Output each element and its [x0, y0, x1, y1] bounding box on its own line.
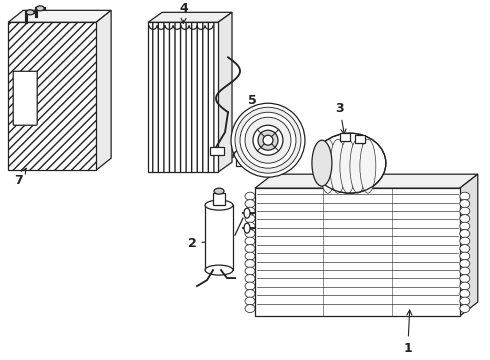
Ellipse shape — [460, 260, 470, 267]
Text: 1: 1 — [403, 310, 412, 355]
Ellipse shape — [245, 237, 255, 245]
Ellipse shape — [460, 275, 470, 283]
Ellipse shape — [460, 267, 470, 275]
Ellipse shape — [245, 222, 255, 230]
Ellipse shape — [360, 139, 376, 193]
Bar — [148, 22, 218, 172]
Ellipse shape — [460, 305, 470, 312]
Ellipse shape — [245, 289, 255, 298]
Ellipse shape — [460, 289, 470, 298]
Bar — [340, 133, 350, 141]
Ellipse shape — [205, 265, 233, 275]
Ellipse shape — [245, 260, 255, 267]
Bar — [8, 22, 96, 170]
Ellipse shape — [240, 112, 296, 168]
Ellipse shape — [350, 139, 366, 193]
Ellipse shape — [245, 207, 255, 215]
Bar — [355, 135, 365, 143]
Polygon shape — [255, 174, 478, 188]
Ellipse shape — [235, 107, 301, 173]
Polygon shape — [8, 10, 111, 22]
Text: 5: 5 — [247, 94, 263, 131]
Ellipse shape — [460, 207, 470, 215]
Ellipse shape — [214, 188, 224, 194]
Bar — [205, 205, 233, 270]
Ellipse shape — [320, 139, 336, 193]
Polygon shape — [460, 174, 478, 316]
Ellipse shape — [460, 222, 470, 230]
Ellipse shape — [36, 6, 44, 11]
Ellipse shape — [245, 244, 255, 253]
Polygon shape — [148, 12, 232, 22]
Ellipse shape — [245, 252, 255, 260]
Ellipse shape — [244, 208, 250, 218]
Ellipse shape — [245, 267, 255, 275]
Ellipse shape — [231, 103, 305, 177]
Ellipse shape — [26, 10, 34, 15]
Text: 7: 7 — [14, 168, 26, 187]
Bar — [213, 193, 225, 205]
Ellipse shape — [258, 130, 278, 150]
FancyBboxPatch shape — [13, 71, 37, 125]
Ellipse shape — [460, 192, 470, 200]
Text: 3: 3 — [336, 102, 346, 134]
Text: 4: 4 — [180, 2, 189, 23]
Ellipse shape — [245, 200, 255, 208]
Text: 2: 2 — [188, 237, 227, 249]
Ellipse shape — [460, 282, 470, 290]
Bar — [255, 188, 460, 316]
Ellipse shape — [205, 200, 233, 210]
Ellipse shape — [245, 215, 255, 222]
Bar — [236, 148, 250, 166]
Ellipse shape — [245, 230, 255, 238]
Ellipse shape — [314, 133, 386, 193]
Text: 6: 6 — [241, 129, 249, 147]
Ellipse shape — [245, 275, 255, 283]
Ellipse shape — [330, 139, 346, 193]
Ellipse shape — [340, 139, 356, 193]
Ellipse shape — [245, 282, 255, 290]
Ellipse shape — [460, 252, 470, 260]
Ellipse shape — [245, 192, 255, 200]
Ellipse shape — [460, 200, 470, 208]
Ellipse shape — [460, 230, 470, 238]
Ellipse shape — [460, 237, 470, 245]
Ellipse shape — [460, 297, 470, 305]
Ellipse shape — [460, 215, 470, 222]
Ellipse shape — [245, 305, 255, 312]
Ellipse shape — [245, 117, 291, 163]
Bar — [210, 147, 224, 155]
Ellipse shape — [460, 244, 470, 253]
Ellipse shape — [253, 125, 283, 155]
Ellipse shape — [263, 135, 273, 145]
Polygon shape — [218, 12, 232, 172]
Polygon shape — [96, 10, 111, 170]
Ellipse shape — [312, 140, 332, 186]
Ellipse shape — [245, 297, 255, 305]
Ellipse shape — [244, 223, 250, 233]
